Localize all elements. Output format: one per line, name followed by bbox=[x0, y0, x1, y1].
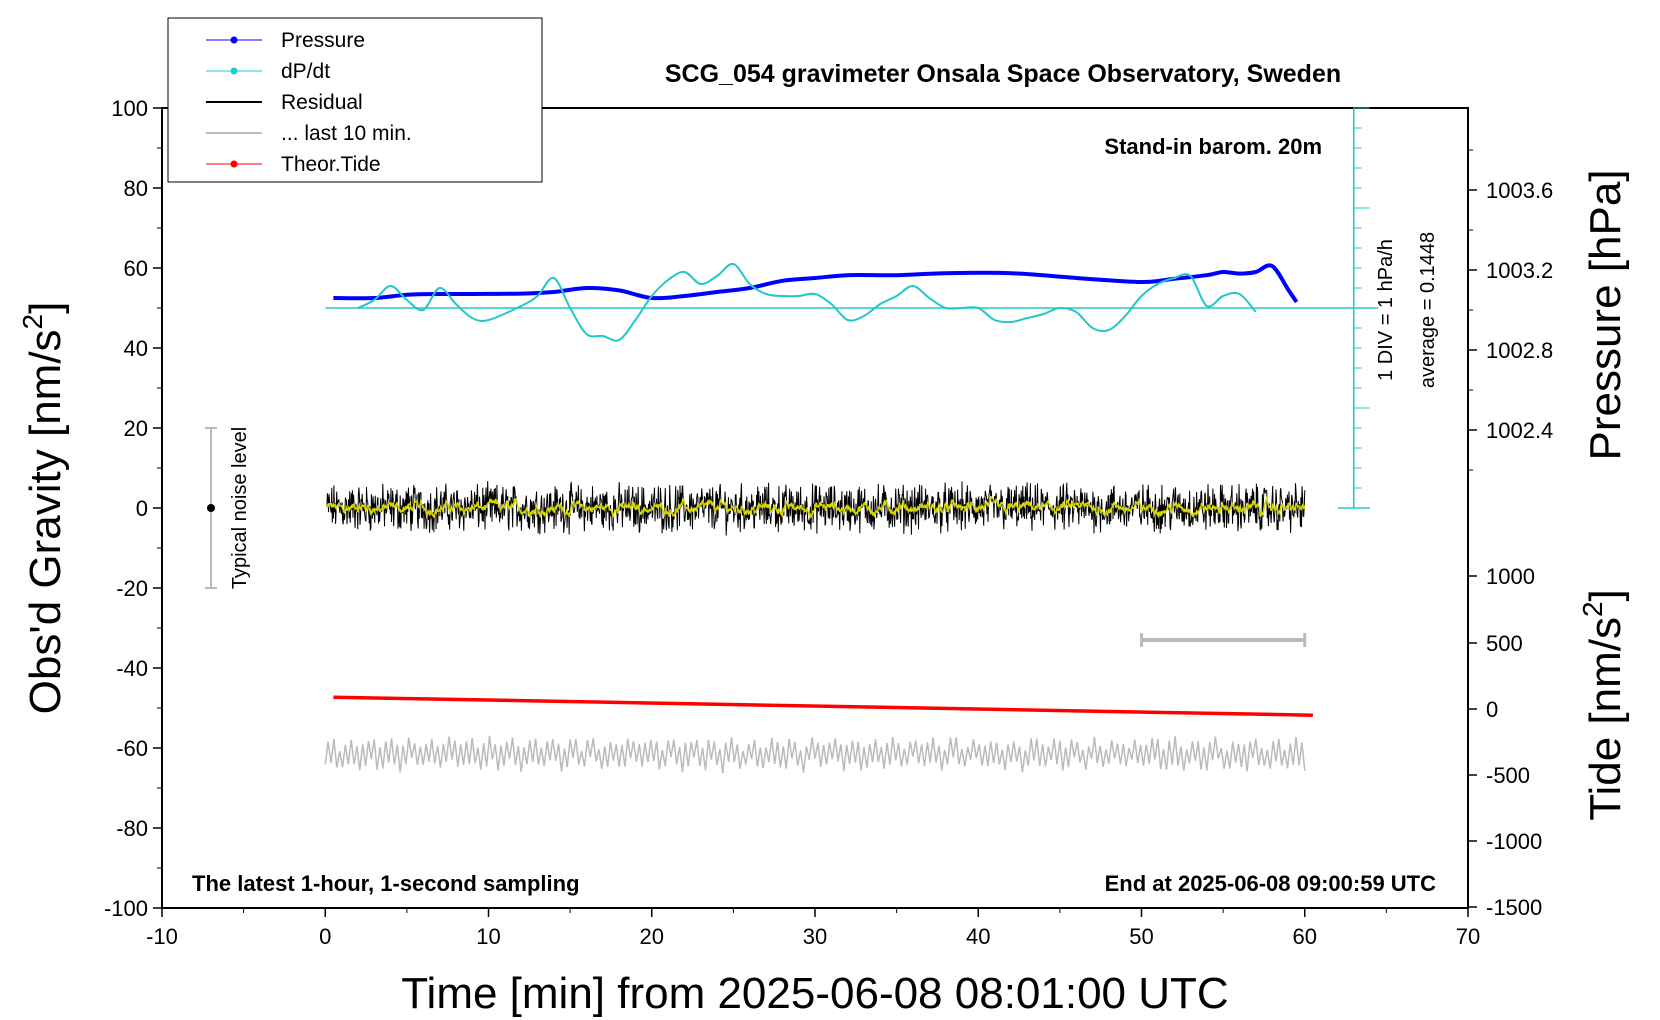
average-note: average = 0.1448 bbox=[1417, 232, 1439, 388]
y-axis-title-tide-sup: 2 bbox=[1577, 601, 1608, 617]
legend-label: ... last 10 min. bbox=[281, 122, 412, 145]
x-tick-label: 20 bbox=[640, 924, 664, 949]
tide-tick-label: -500 bbox=[1486, 763, 1530, 788]
y-axis-title-left-end: ] bbox=[21, 302, 70, 314]
tide-tick-label: -1000 bbox=[1486, 829, 1542, 854]
div-note: 1 DIV = 1 hPa/h bbox=[1375, 239, 1397, 381]
legend-label: Pressure bbox=[281, 29, 365, 52]
pressure-tick-label: 1002.8 bbox=[1486, 338, 1553, 363]
legend-swatch-dot bbox=[230, 36, 238, 44]
noise-note: Typical noise level bbox=[229, 427, 251, 589]
y-tick-label: -60 bbox=[116, 736, 148, 761]
residual-line bbox=[326, 481, 1306, 536]
y-tick-label: 20 bbox=[124, 416, 148, 441]
tide-tick-label: 1000 bbox=[1486, 564, 1535, 589]
x-tick-label: 10 bbox=[476, 924, 500, 949]
y-axis-title-pressure: Pressure [hPa] bbox=[1581, 169, 1630, 460]
pressure-tick-label: 1002.4 bbox=[1486, 418, 1553, 443]
x-tick-label: 30 bbox=[803, 924, 827, 949]
pressure-line bbox=[333, 263, 1299, 304]
y-tick-label: 80 bbox=[124, 176, 148, 201]
last-10-min-line bbox=[324, 735, 1306, 774]
x-tick-label: 0 bbox=[319, 924, 331, 949]
legend-swatch-dot bbox=[230, 67, 238, 75]
x-tick-label: 50 bbox=[1129, 924, 1153, 949]
legend-label: Residual bbox=[281, 91, 363, 114]
bottom-right-note: End at 2025-06-08 09:00:59 UTC bbox=[1105, 871, 1436, 896]
residual-smooth-line bbox=[326, 495, 1306, 519]
y-axis-title-tide-main: Tide [nm/s bbox=[1581, 617, 1630, 821]
barometer-note: Stand-in barom. 20m bbox=[1104, 134, 1322, 159]
y-tick-label: -80 bbox=[116, 816, 148, 841]
x-tick-label: 40 bbox=[966, 924, 990, 949]
series-layer bbox=[324, 262, 1379, 774]
legend: Pressure dP/dt Residual ... last 10 min. The… bbox=[167, 17, 543, 183]
tide-tick-label: 0 bbox=[1486, 697, 1498, 722]
y-tick-label: 60 bbox=[124, 256, 148, 281]
legend-label: dP/dt bbox=[281, 60, 330, 83]
y-axis-title-left-sup: 2 bbox=[17, 314, 48, 330]
y-tick-label: -100 bbox=[104, 896, 148, 921]
x-tick-label: 60 bbox=[1293, 924, 1317, 949]
y-tick-label: 100 bbox=[111, 96, 148, 121]
y-axis-title-tide: Tide [nm/s2] bbox=[1577, 589, 1630, 821]
x-axis-title: Time [min] from 2025-06-08 08:01:00 UTC bbox=[401, 969, 1228, 1018]
legend-label: Theor.Tide bbox=[281, 153, 381, 176]
x-tick-label: -10 bbox=[146, 924, 178, 949]
pressure-tick-label: 1003.2 bbox=[1486, 258, 1553, 283]
y-axis-title-tide-end: ] bbox=[1581, 589, 1630, 601]
y-tick-label: -40 bbox=[116, 656, 148, 681]
y-tick-label: 0 bbox=[136, 496, 148, 521]
y-axis-title-left: Obs'd Gravity [nm/s2] bbox=[17, 302, 70, 715]
pressure-tick-label: 1003.6 bbox=[1486, 178, 1553, 203]
legend-swatch-dot bbox=[230, 160, 238, 168]
tide-tick-label: -1500 bbox=[1486, 895, 1542, 920]
marks-layer bbox=[204, 107, 1370, 647]
legend-box bbox=[167, 17, 543, 183]
dpdt-line bbox=[357, 262, 1257, 342]
axis-ticks: -10 0 10 20 30 40 50 60 70100806040200-20-40-60-… bbox=[104, 96, 1553, 949]
y-axis-title-left-main: Obs'd Gravity [nm/s bbox=[21, 329, 70, 714]
noise-bar-dot bbox=[206, 504, 215, 512]
tide-tick-label: 500 bbox=[1486, 631, 1523, 656]
tide-line bbox=[333, 695, 1313, 717]
chart-title: SCG_054 gravimeter Onsala Space Observat… bbox=[665, 60, 1341, 88]
bottom-left-note: The latest 1-hour, 1-second sampling bbox=[192, 871, 580, 896]
y-tick-label: 40 bbox=[124, 336, 148, 361]
y-tick-label: -20 bbox=[116, 576, 148, 601]
x-tick-label: 70 bbox=[1456, 924, 1480, 949]
